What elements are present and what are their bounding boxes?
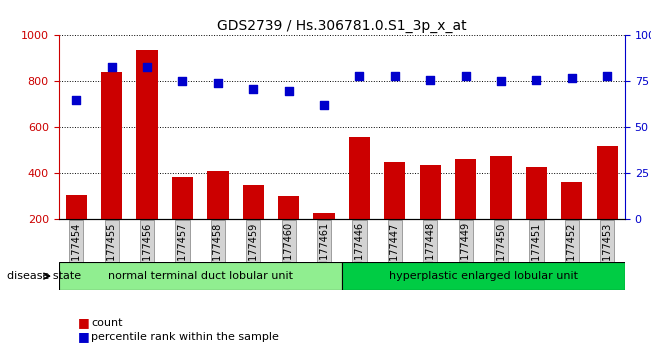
Bar bbox=[101, 72, 122, 266]
Bar bbox=[490, 155, 512, 266]
Point bbox=[531, 77, 542, 82]
Bar bbox=[420, 165, 441, 266]
Point bbox=[460, 73, 471, 79]
Point bbox=[283, 88, 294, 93]
Point bbox=[213, 80, 223, 86]
Point bbox=[425, 77, 436, 82]
Bar bbox=[66, 195, 87, 266]
Point bbox=[107, 64, 117, 69]
Bar bbox=[526, 166, 547, 266]
Point bbox=[354, 73, 365, 79]
Bar bbox=[561, 182, 583, 266]
Bar bbox=[243, 184, 264, 266]
Bar bbox=[349, 137, 370, 266]
Text: ■: ■ bbox=[78, 330, 90, 343]
Point bbox=[566, 75, 577, 81]
Bar bbox=[137, 50, 158, 266]
FancyBboxPatch shape bbox=[342, 262, 625, 290]
Point bbox=[142, 64, 152, 69]
Text: normal terminal duct lobular unit: normal terminal duct lobular unit bbox=[107, 271, 293, 281]
FancyBboxPatch shape bbox=[59, 262, 342, 290]
Text: disease state: disease state bbox=[7, 271, 81, 281]
Point bbox=[319, 103, 329, 108]
Text: hyperplastic enlarged lobular unit: hyperplastic enlarged lobular unit bbox=[389, 271, 578, 281]
Point bbox=[496, 79, 506, 84]
Bar bbox=[455, 159, 477, 266]
Bar bbox=[596, 146, 618, 266]
Bar bbox=[278, 196, 299, 266]
Point bbox=[248, 86, 258, 92]
Bar bbox=[207, 171, 229, 266]
Bar bbox=[172, 177, 193, 266]
Bar bbox=[384, 162, 406, 266]
Point bbox=[602, 73, 613, 79]
Point bbox=[177, 79, 187, 84]
Bar bbox=[313, 213, 335, 266]
Point bbox=[390, 73, 400, 79]
Text: count: count bbox=[91, 318, 122, 328]
Point bbox=[71, 97, 81, 103]
Text: percentile rank within the sample: percentile rank within the sample bbox=[91, 332, 279, 342]
Title: GDS2739 / Hs.306781.0.S1_3p_x_at: GDS2739 / Hs.306781.0.S1_3p_x_at bbox=[217, 19, 467, 33]
Text: ■: ■ bbox=[78, 316, 90, 329]
